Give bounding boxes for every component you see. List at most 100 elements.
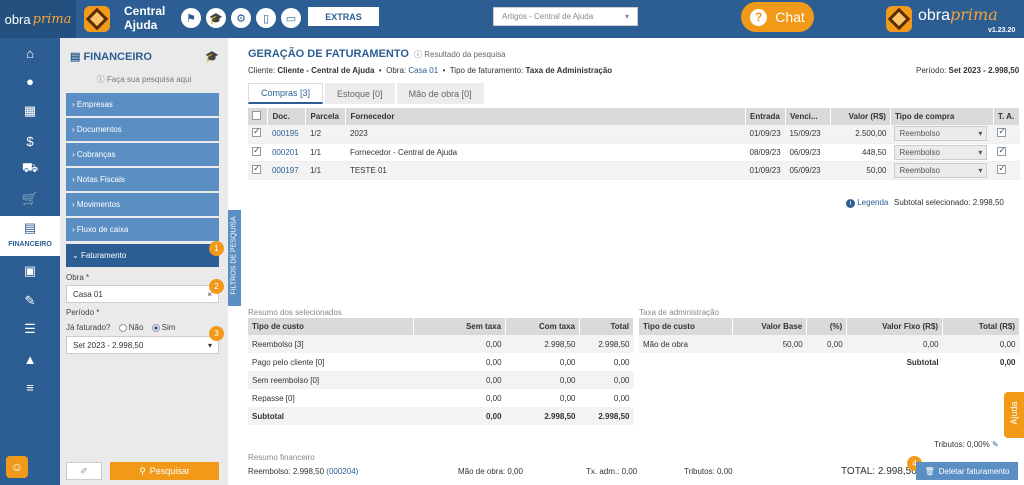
periodo-info: Período: Set 2023 - 2.998,50 bbox=[916, 66, 1020, 75]
table-row: Mão de obra 50,00 0,00 0,00 0,00 bbox=[639, 335, 1020, 353]
taxa-adm-summary: Tx. adm.: 0,00 bbox=[586, 467, 638, 476]
col-header[interactable]: Parcela bbox=[305, 108, 347, 125]
info-line: Cliente: Cliente - Central de Ajuda • Ob… bbox=[248, 66, 613, 75]
graduation-cap-icon[interactable]: 🎓 bbox=[205, 51, 219, 63]
row-checkbox[interactable] bbox=[252, 145, 261, 156]
tab-estoque[interactable]: Estoque [0] bbox=[325, 83, 395, 104]
step-badge-1: 1 bbox=[209, 241, 224, 256]
tipo-compra-select[interactable]: Reembolso ▾ bbox=[894, 126, 988, 142]
col-header[interactable]: Valor (R$) bbox=[830, 108, 891, 125]
menu-item-fluxo-de-caixa[interactable]: › Fluxo de caixa bbox=[66, 218, 219, 241]
clear-filters-button[interactable]: ✐ bbox=[66, 462, 102, 480]
chat-button[interactable]: ? Chat bbox=[741, 2, 814, 32]
radio-nao[interactable] bbox=[118, 323, 127, 332]
help-side-tab[interactable]: Ajuda bbox=[1004, 392, 1024, 438]
chevron-down-icon: ▾ bbox=[978, 147, 983, 157]
ja-faturado-row: Já faturado? Não Sim bbox=[66, 323, 176, 332]
app-title[interactable]: Central Ajuda bbox=[124, 4, 166, 32]
filters-vertical-tab[interactable]: FILTROS DE PESQUISA bbox=[228, 210, 241, 306]
truck-icon[interactable]: ⛟ bbox=[21, 160, 39, 175]
ta-checkbox[interactable] bbox=[997, 163, 1007, 174]
col-header: Total bbox=[579, 318, 634, 335]
smile-feedback-icon[interactable]: ☺ bbox=[6, 456, 28, 478]
user-icon[interactable]: ● bbox=[26, 73, 34, 89]
nav-item-financeiro[interactable]: ▤ FINANCEIRO bbox=[0, 216, 60, 256]
tipo-compra-select[interactable]: Reembolso ▾ bbox=[894, 162, 988, 178]
file-edit-icon[interactable]: ✎ bbox=[24, 293, 36, 308]
select-all-checkbox[interactable] bbox=[252, 111, 261, 120]
col-header: Tipo de custo bbox=[248, 318, 415, 335]
monitor-icon[interactable]: ▭ bbox=[281, 8, 301, 28]
cell: 448,50 bbox=[830, 143, 891, 162]
tab-compras[interactable]: Compras [3] bbox=[248, 83, 324, 104]
col-header[interactable]: Entrada bbox=[745, 108, 786, 125]
table-row: Sem reembolso [0] 0,00 0,00 0,00 bbox=[248, 371, 634, 389]
obra-link[interactable]: Casa 01 bbox=[408, 66, 439, 75]
building-icon[interactable]: ▦ bbox=[23, 103, 37, 118]
graduation-cap-icon[interactable]: 🎓 bbox=[206, 8, 226, 28]
total-value: TOTAL: 2.998,50 bbox=[841, 466, 917, 477]
document-dollar-icon[interactable]: $ bbox=[26, 133, 34, 149]
file-text-icon[interactable]: ≡ bbox=[26, 379, 34, 395]
col-header[interactable]: Doc. bbox=[267, 108, 307, 125]
help-articles-select[interactable]: Artigos - Central de Ajuda ▾ bbox=[493, 7, 638, 26]
ta-checkbox[interactable] bbox=[997, 145, 1007, 156]
doc-link[interactable]: 000197 bbox=[271, 165, 299, 175]
chart-icon[interactable]: ▲ bbox=[23, 351, 37, 367]
ta-checkbox[interactable] bbox=[997, 126, 1007, 138]
cell: 2.500,00 bbox=[830, 125, 891, 144]
gear-icon[interactable]: ⚙ bbox=[231, 8, 251, 28]
col-header[interactable]: Fornecedor bbox=[345, 108, 746, 125]
menu-item-movimentos[interactable]: › Movimentos bbox=[66, 193, 219, 216]
cube-logo-icon bbox=[84, 6, 110, 32]
clear-icon[interactable]: × bbox=[207, 289, 212, 299]
mobile-icon[interactable]: ▯ bbox=[256, 8, 276, 28]
menu-item-documentos[interactable]: › Documentos bbox=[66, 118, 219, 141]
reembolso-doc-link[interactable]: (000204) bbox=[326, 467, 359, 476]
menu-item-faturamento[interactable]: ⌄ Faturamento bbox=[66, 244, 219, 267]
cell: 08/09/23 bbox=[745, 143, 786, 162]
delete-invoice-button[interactable]: 🗑 Deletar faturamento bbox=[916, 462, 1018, 480]
cube-logo-right-icon bbox=[886, 6, 912, 32]
pencil-icon[interactable]: ✎ bbox=[991, 440, 999, 449]
col-header: Total (R$) bbox=[942, 318, 1020, 335]
nav-item-financeiro-label: FINANCEIRO bbox=[8, 241, 52, 248]
col-header[interactable]: T. A. bbox=[993, 108, 1021, 125]
col-header[interactable]: Venci... bbox=[785, 108, 831, 125]
obra-field[interactable]: Casa 01 × bbox=[66, 285, 219, 303]
search-button[interactable]: ⚲ Pesquisar bbox=[110, 462, 219, 480]
legend-link[interactable]: i Legenda bbox=[846, 198, 888, 208]
calculator-icon: ▤ bbox=[23, 220, 37, 235]
brand-logo[interactable]: obra prima bbox=[0, 0, 76, 38]
periodo-select[interactable]: Set 2023 - 2.998,50 ▾ bbox=[66, 336, 219, 354]
cell: 01/09/23 bbox=[745, 125, 786, 144]
extras-button[interactable]: EXTRAS bbox=[308, 7, 379, 26]
flag-icon[interactable]: ⚑ bbox=[181, 8, 201, 28]
table-row: 000201 1/1 Fornecedor - Central de Ajuda… bbox=[248, 143, 1020, 162]
menu-item-notas-fiscais[interactable]: › Notas Fiscais bbox=[66, 168, 219, 191]
result-link[interactable]: ⓘ Resultado da pesquisa bbox=[414, 50, 506, 59]
row-checkbox[interactable] bbox=[252, 126, 261, 138]
table-row: 000195 1/2 2023 01/09/23 15/09/23 2.500,… bbox=[248, 125, 1020, 144]
chevron-down-icon: ▾ bbox=[624, 12, 629, 21]
reembolso-summary: Reembolso: 2.998,50 (000204) bbox=[248, 467, 359, 476]
help-side-tab-label: Ajuda bbox=[1009, 401, 1019, 425]
row-checkbox[interactable] bbox=[252, 163, 261, 174]
resumo-table: Tipo de custo Sem taxa Com taxa Total Re… bbox=[248, 318, 634, 425]
col-header[interactable]: Tipo de compra bbox=[890, 108, 994, 125]
tab-mao-de-obra[interactable]: Mão de obra [0] bbox=[396, 83, 484, 104]
chat-label: Chat bbox=[775, 9, 805, 25]
boxes-icon[interactable]: ▣ bbox=[23, 263, 37, 278]
cart-icon[interactable]: 🛒 bbox=[21, 191, 39, 206]
checklist-icon[interactable]: ☰ bbox=[24, 321, 36, 336]
tipo-compra-select[interactable]: Reembolso ▾ bbox=[894, 144, 988, 160]
subtotal-selected: Subtotal selecionado: 2.998,50 bbox=[894, 198, 1004, 207]
home-icon[interactable]: ⌂ bbox=[26, 45, 34, 61]
radio-sim[interactable] bbox=[151, 323, 160, 332]
help-articles-select-value: Artigos - Central de Ajuda bbox=[502, 12, 594, 21]
doc-link[interactable]: 000201 bbox=[271, 147, 299, 157]
menu-item-empresas[interactable]: › Empresas bbox=[66, 93, 219, 116]
search-button-label: Pesquisar bbox=[149, 466, 190, 476]
doc-link[interactable]: 000195 bbox=[271, 129, 299, 139]
menu-item-cobrancas[interactable]: › Cobranças bbox=[66, 143, 219, 166]
